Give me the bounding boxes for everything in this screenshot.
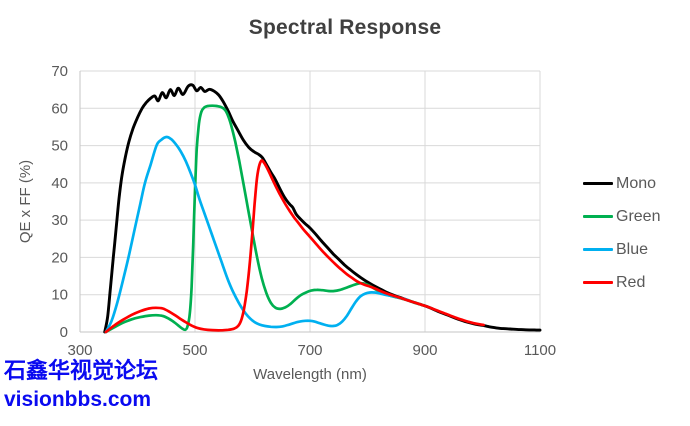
y-axis-title: QE x FF (%) [17, 160, 34, 243]
legend-swatch-red [583, 281, 613, 284]
legend-label-red: Red [616, 273, 646, 291]
legend-label-green: Green [616, 207, 661, 225]
y-tick-label-10: 10 [51, 287, 68, 304]
legend-item-blue: Blue [583, 240, 660, 259]
x-axis-title: Wavelength (nm) [253, 366, 367, 383]
series-line-red [104, 159, 485, 334]
legend-label-blue: Blue [616, 240, 649, 258]
y-tick-label-20: 20 [51, 249, 68, 266]
legend-item-green: Green [583, 207, 660, 226]
x-tick-label-300: 300 [67, 342, 92, 359]
watermark-text: 石鑫华视觉论坛 [4, 358, 159, 383]
x-tick-label-1100: 1100 [524, 342, 556, 359]
chart-title: Spectral Response [248, 16, 442, 39]
y-tick-label-40: 40 [51, 175, 68, 192]
watermark: 石鑫华视觉论坛 visionbbs.com [4, 356, 158, 414]
y-tick-label-50: 50 [51, 138, 68, 155]
legend-swatch-green [583, 215, 613, 218]
x-tick-label-500: 500 [182, 342, 207, 359]
series-line-blue [104, 135, 410, 334]
y-tick-label-60: 60 [51, 100, 68, 117]
series-line-green [104, 104, 426, 334]
legend-item-red: Red [583, 273, 660, 292]
legend-swatch-blue [583, 248, 613, 251]
legend-label-mono: Mono [616, 174, 657, 192]
y-tick-label-70: 70 [51, 63, 68, 80]
x-tick-label-700: 700 [297, 342, 322, 359]
legend-item-mono: Mono [583, 174, 660, 193]
watermark-url: visionbbs.com [4, 388, 152, 411]
x-tick-label-900: 900 [412, 342, 437, 359]
legend-swatch-mono [583, 182, 613, 185]
y-tick-label-0: 0 [60, 324, 68, 341]
y-tick-label-30: 30 [51, 212, 68, 229]
legend: Mono Green Blue Red [583, 174, 660, 306]
